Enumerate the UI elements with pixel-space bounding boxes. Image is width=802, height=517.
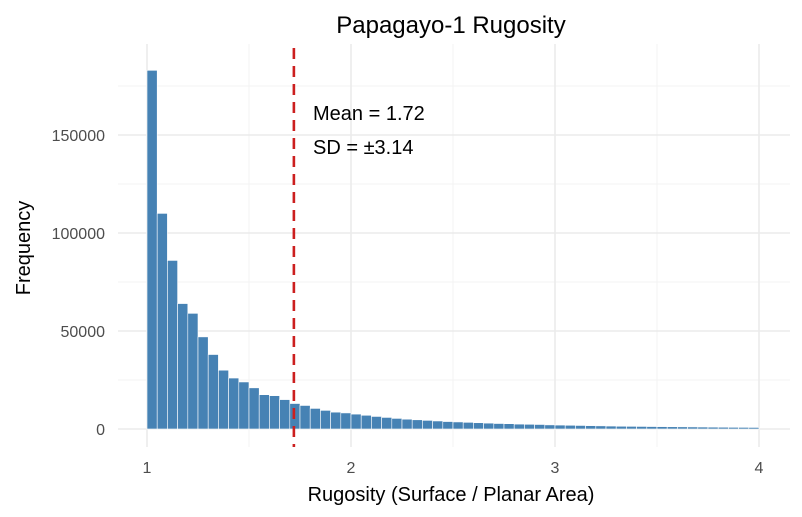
histogram-bar <box>503 423 515 430</box>
histogram-bar <box>483 422 495 430</box>
histogram-bar <box>564 424 576 430</box>
histogram-bar <box>513 423 525 430</box>
histogram-bar <box>248 387 260 430</box>
histogram-bar <box>697 426 709 430</box>
histogram-bar <box>258 394 270 430</box>
histogram-bar <box>738 427 750 430</box>
histogram-bar <box>544 424 556 430</box>
histogram-bar <box>452 421 464 430</box>
histogram-bar <box>687 426 699 430</box>
histogram-bar <box>350 413 362 430</box>
histogram-bar <box>156 213 168 430</box>
histogram-bar <box>422 420 433 430</box>
histogram-bar <box>228 377 240 430</box>
y-tick-label: 100000 <box>52 226 105 243</box>
histogram-bar <box>432 420 444 430</box>
histogram-bar <box>371 416 382 430</box>
histogram-bar <box>207 354 219 430</box>
x-tick-label: 1 <box>143 460 152 477</box>
histogram-bar <box>615 425 627 430</box>
histogram-bar <box>360 414 372 430</box>
histogram-bar <box>728 427 739 430</box>
histogram-bars <box>146 70 760 430</box>
histogram-bar <box>391 418 403 430</box>
histogram-bar <box>269 395 280 430</box>
histogram-bar <box>442 421 454 430</box>
histogram-bar <box>636 426 648 430</box>
histogram-bar <box>197 336 209 430</box>
x-tick-label: 3 <box>551 460 560 477</box>
histogram-bar <box>381 417 393 430</box>
histogram-bar <box>462 422 474 430</box>
histogram-bar <box>279 399 291 430</box>
histogram-bar <box>187 313 199 430</box>
histogram-bar <box>493 423 505 430</box>
y-tick-label: 150000 <box>52 128 105 145</box>
histogram-bar <box>330 411 342 430</box>
histogram-bar <box>177 303 189 430</box>
histogram-bar <box>646 426 658 430</box>
sd-annotation: SD = ±3.14 <box>313 137 413 159</box>
histogram-bar <box>575 425 586 430</box>
histogram-bar <box>605 425 617 430</box>
y-tick-label: 50000 <box>61 324 106 341</box>
histogram-bar <box>340 412 352 430</box>
histogram-bar <box>401 418 413 430</box>
chart-title: Papagayo-1 Rugosity <box>336 12 565 39</box>
histogram-bar <box>299 405 311 430</box>
histogram-bar <box>167 260 178 430</box>
histogram-bar <box>534 424 546 430</box>
histogram-bar <box>626 426 637 430</box>
histogram-bar <box>554 424 566 430</box>
x-tick-label: 2 <box>347 460 356 477</box>
histogram-bar <box>473 422 484 430</box>
histogram-bar <box>656 426 668 430</box>
histogram-bar <box>707 426 719 430</box>
histogram-bar <box>524 423 535 430</box>
histogram-bar <box>320 410 331 430</box>
histogram-bar <box>585 425 597 430</box>
histogram-bar <box>218 369 229 430</box>
histogram-bar <box>748 427 760 430</box>
histogram-bar <box>238 381 250 430</box>
tick-labels: 1 2 3 4 0 50000 100000 150000 <box>52 128 764 477</box>
histogram-bar <box>717 426 729 430</box>
x-tick-label: 4 <box>755 460 764 477</box>
y-tick-label: 0 <box>96 422 105 439</box>
histogram-bar <box>411 419 423 430</box>
mean-annotation: Mean = 1.72 <box>313 103 425 125</box>
y-axis-title: Frequency <box>13 201 35 296</box>
histogram-bar <box>146 70 158 430</box>
x-axis-title: Rugosity (Surface / Planar Area) <box>308 484 595 506</box>
histogram-bar <box>677 426 688 430</box>
histogram-bar <box>309 408 321 430</box>
histogram-bar <box>666 426 678 430</box>
histogram-bar <box>595 425 607 430</box>
